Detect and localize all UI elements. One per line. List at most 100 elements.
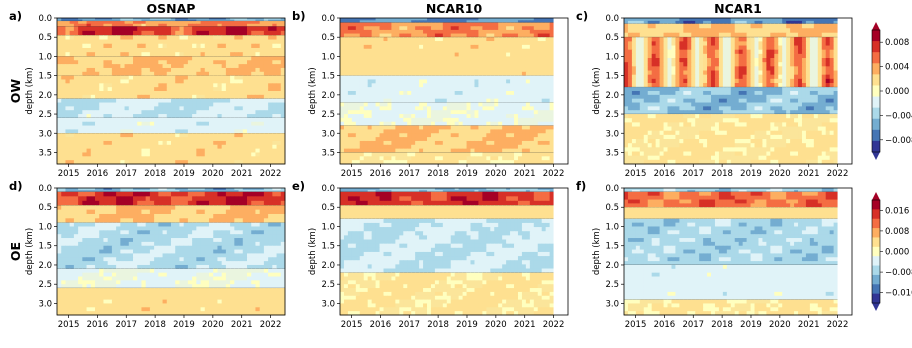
heat-cell: [379, 156, 384, 161]
heat-cell: [137, 79, 142, 84]
heat-cell: [280, 64, 286, 69]
heat-cell: [124, 152, 130, 157]
heat-cell: [78, 137, 83, 142]
heat-cell: [343, 152, 349, 157]
heat-cell: [711, 32, 716, 38]
heat-cell: [158, 137, 164, 142]
heat-cell: [187, 60, 193, 65]
heat-cell: [154, 110, 159, 115]
heat-cell: [399, 79, 404, 84]
heat-cell: [387, 83, 392, 88]
heat-cell: [782, 41, 787, 47]
heat-cell: [545, 37, 551, 42]
heat-cell: [162, 121, 168, 127]
heat-cell: [149, 152, 155, 157]
heat-cell: [446, 56, 452, 61]
heat-cell: [242, 117, 248, 123]
heat-cell: [343, 22, 349, 27]
x-tick-label: 2020: [202, 169, 224, 179]
heat-cell: [695, 32, 700, 38]
heat-cell: [482, 48, 487, 54]
heat-cell: [486, 94, 491, 100]
heat-cell: [537, 33, 543, 38]
heat-cell: [255, 35, 261, 41]
heat-cell: [375, 94, 381, 100]
heat-cell: [276, 91, 282, 96]
heat-cell: [675, 41, 680, 47]
heat-cell: [510, 94, 515, 100]
heat-cell: [718, 32, 724, 38]
heat-cell: [798, 37, 803, 42]
heat-cell: [263, 98, 269, 104]
x-tick-label: 2022: [543, 169, 565, 179]
heat-cell: [482, 20, 487, 24]
heat-cell: [120, 39, 126, 45]
heat-cell: [490, 110, 495, 115]
heat-cell: [145, 23, 151, 27]
heat-cell: [272, 64, 278, 69]
heat-cell: [268, 19, 273, 22]
heat-cell: [107, 18, 113, 21]
heat-cell: [204, 67, 210, 73]
heat-cell: [510, 71, 515, 77]
heat-cell: [272, 19, 278, 22]
heat-cell: [65, 129, 71, 134]
heat-cell: [82, 133, 88, 138]
heat-cell: [486, 83, 491, 88]
heat-cell: [272, 43, 278, 49]
heat-cell: [470, 64, 475, 69]
heat-cell: [442, 91, 448, 96]
heat-cell: [116, 137, 121, 142]
heat-cell: [427, 160, 432, 165]
heat-cell: [482, 133, 487, 138]
heat-cell: [525, 75, 531, 80]
heat-cell: [517, 29, 523, 35]
heat-cell: [450, 125, 456, 130]
heat-cell: [154, 35, 159, 41]
heat-cell: [187, 152, 193, 157]
heat-cell: [99, 23, 104, 27]
heat-cell: [383, 129, 388, 134]
heat-cell: [149, 129, 155, 134]
heat-cell: [154, 75, 159, 80]
heat-cell: [537, 64, 543, 69]
heat-cell: [86, 160, 92, 165]
heat-cell: [462, 83, 468, 88]
heat-cell: [69, 121, 75, 127]
heat-cell: [276, 106, 282, 111]
heat-cell: [145, 71, 151, 77]
heat-cell: [78, 79, 83, 84]
heat-cell: [175, 67, 180, 73]
heat-cell: [371, 94, 377, 100]
heat-cell: [683, 49, 688, 55]
heat-cell: [183, 56, 189, 61]
heat-cell: [343, 75, 349, 80]
heat-cell: [411, 102, 416, 107]
heat-cell: [120, 133, 126, 138]
heat-cell: [343, 41, 349, 46]
heat-cell: [128, 60, 134, 65]
heat-cell: [90, 52, 96, 57]
heat-cell: [149, 39, 155, 45]
heat-cell: [158, 106, 164, 111]
heat-cell: [466, 160, 472, 165]
heat-cell: [154, 83, 159, 88]
heat-cell: [145, 79, 151, 84]
heat-cell: [419, 144, 424, 150]
heat-cell: [809, 20, 815, 25]
heat-cell: [124, 71, 130, 77]
heat-cell: [517, 64, 523, 69]
heat-cell: [367, 102, 373, 107]
heat-cell: [458, 44, 464, 50]
heat-cell: [217, 110, 223, 115]
heat-cell: [166, 152, 172, 157]
heat-cell: [158, 21, 164, 25]
heat-cell: [371, 87, 377, 92]
heat-cell: [209, 60, 214, 65]
heat-cell: [514, 129, 519, 134]
heat-cell: [82, 102, 88, 107]
heat-cell: [442, 20, 448, 24]
heat-cell: [343, 52, 349, 57]
heat-cell: [347, 41, 353, 46]
heat-cell: [99, 35, 104, 41]
